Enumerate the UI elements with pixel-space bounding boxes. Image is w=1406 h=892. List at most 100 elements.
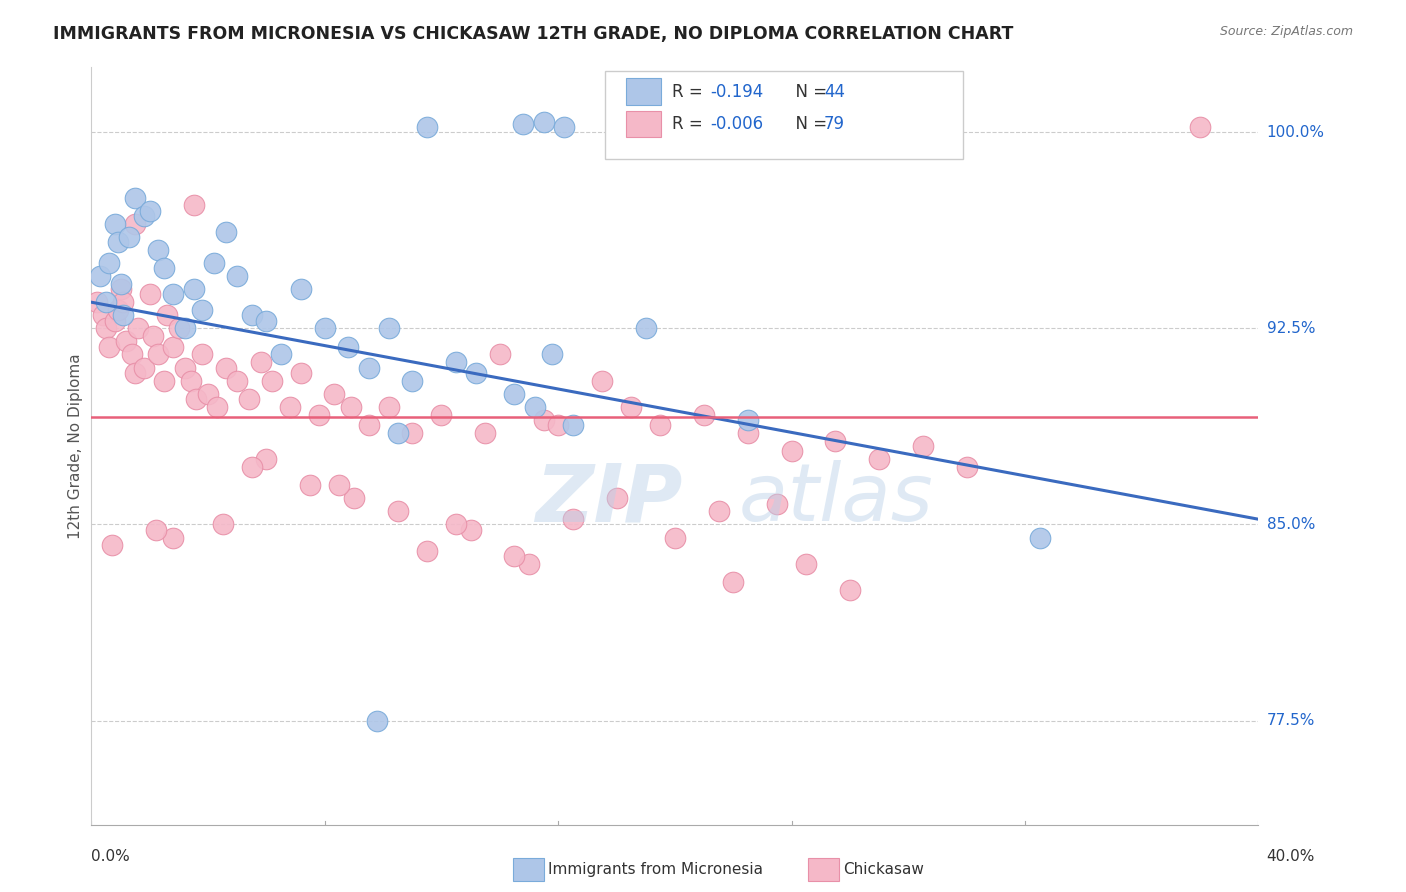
Point: [314, 321, 336, 335]
Point: [512, 117, 534, 131]
Point: [664, 531, 686, 545]
Point: [214, 225, 236, 239]
Point: [591, 374, 613, 388]
Point: [503, 549, 526, 563]
Point: [238, 392, 260, 406]
Point: [162, 531, 184, 545]
Point: [183, 282, 205, 296]
Point: [366, 714, 388, 728]
Point: [226, 268, 249, 283]
Point: [387, 425, 409, 440]
Text: N =: N =: [785, 83, 832, 101]
Point: [104, 217, 127, 231]
Point: [112, 295, 135, 310]
Point: [541, 347, 564, 361]
Point: [737, 425, 759, 440]
Point: [148, 347, 170, 361]
Text: ZIP: ZIP: [534, 460, 682, 538]
Point: [503, 386, 526, 401]
Point: [868, 452, 890, 467]
Point: [262, 374, 284, 388]
Point: [97, 256, 120, 270]
Point: [191, 303, 214, 318]
Point: [378, 400, 401, 414]
Point: [205, 400, 228, 414]
Point: [416, 120, 439, 134]
Text: 100.0%: 100.0%: [1267, 125, 1324, 140]
Point: [145, 523, 167, 537]
Point: [240, 308, 263, 322]
Point: [118, 230, 141, 244]
Text: N =: N =: [785, 115, 832, 133]
Point: [517, 557, 540, 571]
Point: [474, 425, 496, 440]
Text: -0.194: -0.194: [710, 83, 763, 101]
Point: [387, 504, 409, 518]
Point: [132, 360, 155, 375]
Point: [91, 308, 114, 322]
Point: [240, 459, 263, 474]
Point: [167, 321, 190, 335]
Point: [86, 295, 108, 310]
Point: [401, 374, 423, 388]
Point: [707, 504, 730, 518]
Text: 79: 79: [824, 115, 845, 133]
Text: 77.5%: 77.5%: [1267, 713, 1315, 728]
Point: [162, 340, 184, 354]
Point: [523, 400, 546, 414]
Text: Chickasaw: Chickasaw: [844, 863, 925, 877]
Point: [186, 392, 208, 406]
Point: [121, 347, 143, 361]
Point: [956, 459, 979, 474]
Point: [104, 313, 127, 327]
Point: [138, 203, 162, 218]
Point: [89, 268, 111, 283]
Point: [337, 340, 360, 354]
Point: [148, 243, 170, 257]
Point: [256, 313, 278, 327]
Point: [226, 374, 249, 388]
Point: [824, 434, 846, 448]
Point: [723, 574, 745, 589]
Point: [138, 287, 162, 301]
Point: [378, 321, 401, 335]
Point: [838, 582, 860, 597]
Point: [110, 282, 132, 296]
Text: Immigrants from Micronesia: Immigrants from Micronesia: [548, 863, 763, 877]
Point: [561, 418, 583, 433]
Point: [460, 523, 482, 537]
Point: [1028, 531, 1050, 545]
Text: IMMIGRANTS FROM MICRONESIA VS CHICKASAW 12TH GRADE, NO DIPLOMA CORRELATION CHART: IMMIGRANTS FROM MICRONESIA VS CHICKASAW …: [53, 25, 1014, 43]
Point: [444, 517, 467, 532]
Point: [547, 418, 569, 433]
Point: [650, 418, 672, 433]
Point: [693, 408, 716, 422]
Text: 40.0%: 40.0%: [1267, 849, 1315, 864]
Point: [101, 538, 124, 552]
Point: [211, 517, 233, 532]
Point: [256, 452, 278, 467]
Text: 92.5%: 92.5%: [1267, 321, 1315, 336]
Point: [249, 355, 271, 369]
Point: [634, 321, 657, 335]
Point: [416, 543, 439, 558]
Text: 0.0%: 0.0%: [91, 849, 131, 864]
Point: [533, 115, 555, 129]
Point: [94, 295, 117, 310]
Point: [197, 386, 219, 401]
Point: [328, 478, 350, 492]
Point: [561, 512, 583, 526]
Point: [162, 287, 184, 301]
Text: -0.006: -0.006: [710, 115, 763, 133]
Point: [202, 256, 225, 270]
Point: [553, 120, 575, 134]
Point: [94, 321, 117, 335]
Point: [322, 386, 344, 401]
Point: [191, 347, 214, 361]
Point: [142, 329, 165, 343]
Point: [153, 374, 176, 388]
Point: [911, 439, 934, 453]
Point: [107, 303, 129, 318]
Point: [606, 491, 628, 506]
Point: [153, 261, 176, 276]
